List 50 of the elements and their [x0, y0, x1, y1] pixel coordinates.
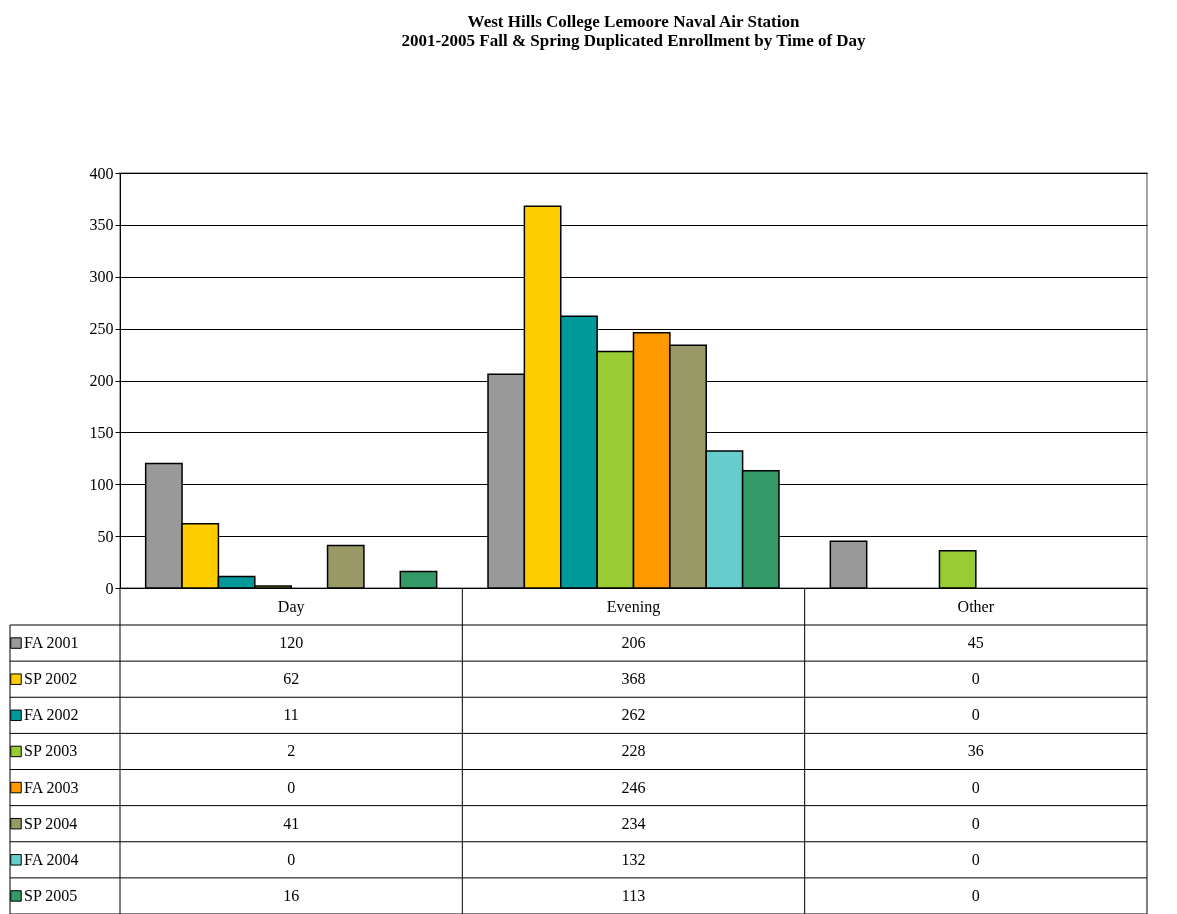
data-label: 45: [967, 634, 984, 652]
x-tick-label: Other: [957, 597, 995, 615]
x-tick-label: Evening: [606, 597, 661, 616]
legend-label: FA 2004: [24, 850, 79, 868]
data-label: 0: [971, 850, 980, 868]
data-label: 0: [971, 670, 980, 688]
data-label: 113: [621, 886, 646, 904]
y-tick-label: 300: [89, 268, 114, 286]
legend-label: FA 2002: [24, 706, 79, 724]
legend-label: FA 2003: [24, 778, 79, 796]
data-label: 0: [287, 850, 296, 868]
data-label: 132: [621, 850, 646, 868]
data-label: 246: [621, 778, 646, 796]
data-label: 2: [287, 742, 296, 760]
legend-label: FA 2001: [24, 634, 79, 652]
y-tick-label: 250: [89, 320, 114, 338]
data-label: 41: [283, 814, 300, 832]
bar: [829, 540, 868, 589]
data-label: 120: [279, 634, 304, 652]
data-label: 0: [971, 814, 980, 832]
text: 2001-2005 Fall & Spring Duplicated Enrollment by Time of Day: [401, 31, 866, 50]
data-label: 228: [621, 742, 646, 760]
y-tick-label: 400: [89, 164, 114, 182]
data-label: 36: [967, 742, 984, 760]
bar: [326, 544, 365, 589]
y-tick-label: 100: [89, 475, 114, 493]
data-label: 262: [621, 706, 646, 724]
legend-label: SP 2002: [24, 670, 78, 688]
data-label: 0: [971, 706, 980, 724]
y-tick-label: 350: [89, 216, 114, 234]
x-tick-label: Day: [277, 597, 305, 616]
y-tick-label: 50: [97, 527, 114, 545]
data-label: 0: [971, 886, 980, 904]
y-tick-label: 150: [89, 423, 114, 441]
data-label: 0: [971, 778, 980, 796]
y-tick-label: 0: [105, 579, 114, 597]
data-label: 368: [621, 670, 646, 688]
legend-label: SP 2004: [24, 814, 78, 832]
data-label: 0: [287, 778, 296, 796]
text: West Hills College Lemoore Naval Air Station: [467, 12, 800, 31]
legend-label: SP 2005: [24, 886, 78, 904]
bar: [399, 570, 438, 589]
data-label: 234: [621, 814, 646, 832]
y-tick-label: 200: [89, 372, 114, 389]
data-label: 62: [283, 670, 300, 688]
data-label: 206: [621, 634, 646, 652]
legend-label: SP 2003: [24, 742, 78, 760]
data-label: 16: [283, 886, 300, 904]
bar: [938, 549, 977, 589]
data-label: 11: [283, 706, 299, 724]
